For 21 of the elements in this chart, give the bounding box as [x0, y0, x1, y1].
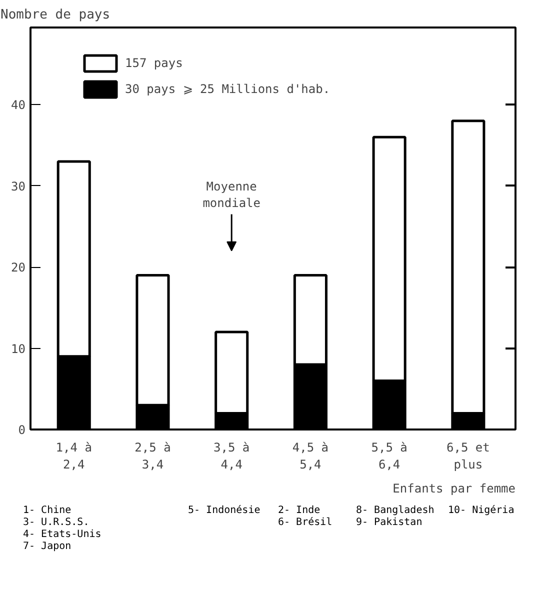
text: 2- Inde 6- Brésil: [278, 505, 332, 529]
x-tick-label: 2,5 à 3,4: [134, 440, 171, 472]
y-axis-title: Nombre de pays: [0, 8, 110, 22]
legend-label: 157 pays: [125, 56, 184, 70]
text: 8- Bangladesh 9- Pakistan: [356, 505, 434, 529]
y-tick-label: 0: [18, 423, 26, 437]
y-tick-label: 10: [11, 342, 26, 356]
x-tick-label: 5,5 à 6,4: [371, 440, 408, 472]
x-tick-label: 4,5 à 5,4: [292, 440, 329, 472]
x-tick-label: 1,4 à 2,4: [56, 440, 92, 472]
text: 1- Chine 3- U.R.S.S. 4- Etats-Unis 7- Japon: [23, 505, 102, 553]
x-tick-label: 6,5 et plus: [446, 440, 490, 472]
y-tick-label: 40: [11, 98, 26, 112]
annotation: Moyenne mondiale: [202, 179, 260, 210]
x-axis-title: Enfants par femme: [392, 482, 516, 496]
text: 10- Nigéria: [448, 505, 514, 517]
legend-label: 30 pays ⩾ 25 Millions d'hab.: [125, 82, 332, 96]
x-tick-label: 3,5 à 4,4: [214, 440, 250, 472]
y-tick-label: 20: [11, 260, 26, 275]
text: 5- Indonésie: [188, 505, 260, 517]
y-tick-label: 30: [11, 179, 26, 194]
